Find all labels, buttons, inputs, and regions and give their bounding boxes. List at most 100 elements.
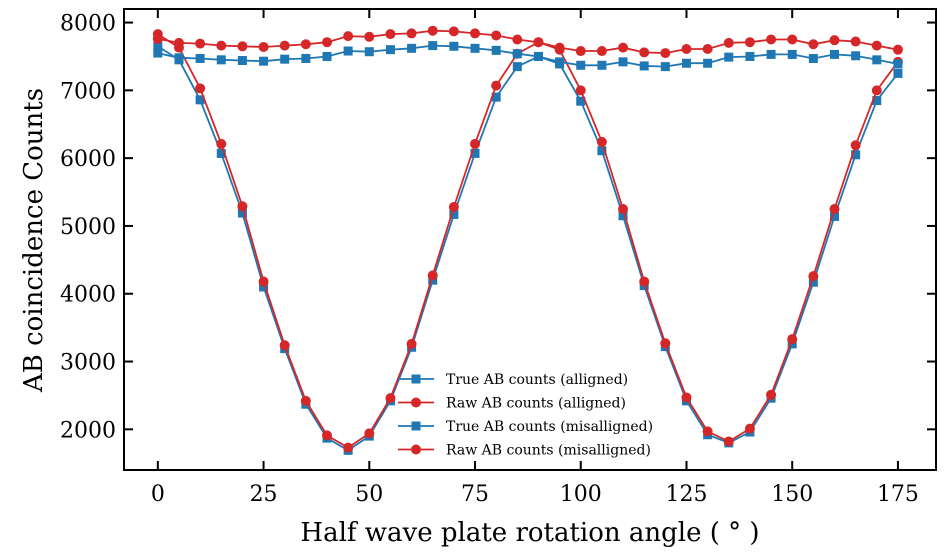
data-point	[808, 39, 819, 50]
data-point	[237, 208, 247, 218]
data-point	[618, 203, 629, 214]
data-point	[385, 29, 396, 40]
data-point	[681, 58, 691, 68]
data-point	[343, 46, 353, 56]
legend-marker	[411, 397, 421, 408]
data-point	[237, 41, 248, 52]
data-point	[702, 43, 713, 54]
legend-label: Raw AB counts (misalligned)	[446, 443, 651, 459]
data-point	[491, 80, 502, 91]
data-point	[766, 389, 777, 400]
data-point	[745, 51, 755, 61]
data-point	[406, 28, 417, 39]
data-point	[364, 428, 375, 439]
data-point	[892, 44, 903, 55]
data-point	[893, 68, 903, 78]
data-point	[787, 334, 798, 345]
series-1	[153, 41, 903, 455]
series-line	[157, 29, 899, 55]
data-point	[660, 338, 671, 349]
data-point	[766, 49, 776, 59]
data-point	[216, 55, 226, 65]
data-point	[766, 34, 777, 45]
tick-layer: 0 25 50 75 100 125 150 175 2000 3000 4000 5000 6000 7…	[60, 9, 936, 507]
data-point	[491, 30, 502, 41]
data-point	[258, 276, 269, 287]
data-point	[195, 95, 205, 105]
data-point	[787, 49, 797, 59]
data-point	[872, 96, 882, 106]
data-point	[744, 423, 755, 434]
legend-item: Raw AB counts (alligned)	[398, 396, 626, 412]
data-point	[364, 31, 375, 42]
data-point	[851, 150, 861, 160]
x-tick-label: 125	[665, 482, 707, 507]
data-point	[470, 43, 480, 53]
legend-item: Raw AB counts (misalligned)	[398, 443, 651, 459]
data-point	[216, 138, 227, 149]
data-point	[448, 201, 459, 212]
data-point	[259, 282, 269, 292]
data-point	[406, 338, 417, 349]
data-point	[512, 49, 522, 59]
y-tick-label: 6000	[60, 147, 116, 172]
data-point	[575, 46, 586, 57]
data-point	[724, 52, 734, 62]
data-point	[385, 45, 395, 55]
data-point	[808, 271, 819, 282]
x-tick-label: 25	[250, 482, 278, 507]
data-point	[322, 51, 332, 61]
x-tick-label: 100	[560, 482, 602, 507]
data-point	[364, 47, 374, 57]
x-axis-label: Half wave plate rotation angle ( ° )	[300, 518, 759, 548]
data-point	[448, 26, 459, 37]
data-point	[723, 436, 734, 447]
x-tick-label: 0	[151, 482, 165, 507]
data-point	[787, 34, 798, 45]
data-point	[195, 38, 206, 49]
data-point	[596, 136, 607, 147]
data-point	[153, 41, 163, 51]
data-point	[300, 395, 311, 406]
data-point	[174, 53, 184, 63]
data-point	[322, 430, 332, 441]
data-point	[279, 340, 290, 351]
data-point	[597, 60, 607, 70]
series-3	[153, 41, 903, 72]
data-point	[851, 51, 861, 61]
x-tick-label: 75	[461, 482, 489, 507]
legend-label: True AB counts (alligned)	[446, 372, 628, 388]
data-point	[702, 426, 713, 437]
data-point	[872, 55, 882, 65]
x-tick-label: 50	[355, 482, 383, 507]
x-tick-label: 175	[877, 482, 919, 507]
data-point	[470, 138, 481, 149]
legend-label: Raw AB counts (alligned)	[446, 396, 626, 412]
series-line	[157, 45, 899, 452]
y-tick-label: 5000	[60, 215, 116, 240]
data-point	[639, 47, 650, 58]
data-point	[470, 28, 481, 39]
data-point	[639, 276, 650, 287]
data-point	[808, 53, 818, 63]
data-point	[723, 37, 734, 48]
y-tick-label: 2000	[60, 418, 116, 443]
legend-item: True AB counts (alligned)	[398, 372, 628, 388]
data-point	[893, 59, 903, 69]
data-point	[618, 57, 628, 67]
legend-marker	[411, 421, 421, 431]
data-point	[576, 60, 586, 70]
data-point	[407, 43, 417, 53]
x-tick-label: 150	[771, 482, 813, 507]
data-point	[871, 85, 882, 96]
data-point	[618, 211, 628, 221]
legend-marker	[411, 374, 421, 384]
series-4	[152, 25, 903, 59]
data-point	[830, 211, 839, 221]
data-point	[237, 56, 247, 66]
data-point	[512, 62, 522, 72]
data-point	[280, 54, 290, 64]
data-point	[554, 42, 565, 53]
data-point	[279, 40, 290, 51]
data-point	[300, 39, 311, 50]
